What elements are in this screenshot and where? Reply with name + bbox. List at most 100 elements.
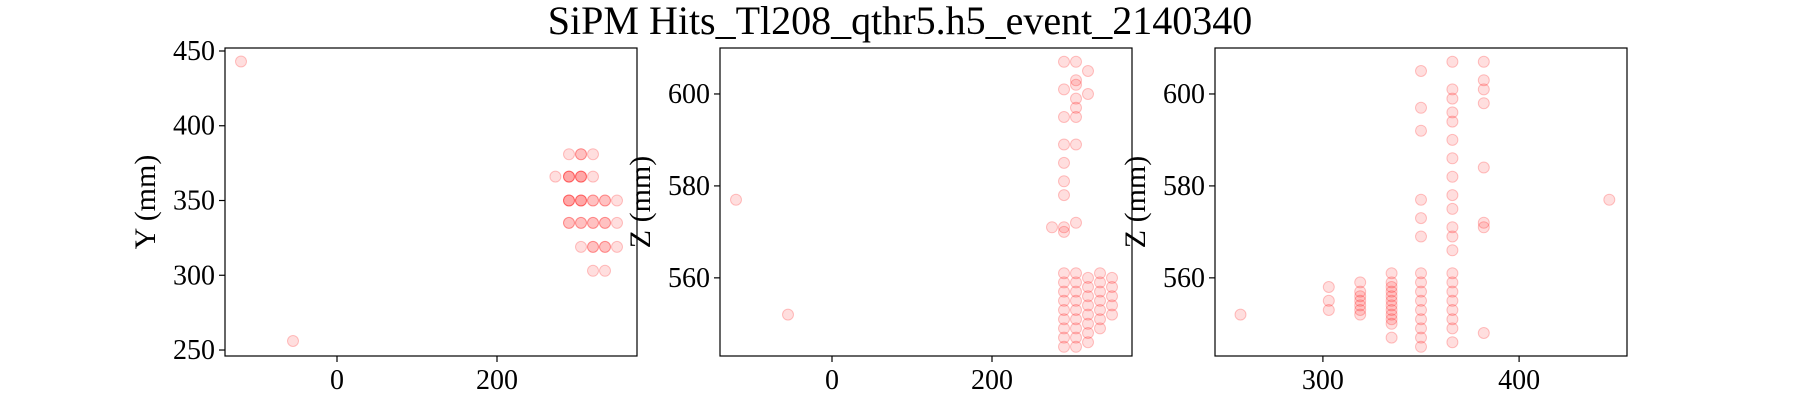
data-point	[1106, 281, 1118, 293]
data-point	[1082, 271, 1094, 284]
data-point	[1415, 313, 1427, 326]
data-point	[1058, 111, 1070, 123]
data-point	[1477, 83, 1490, 96]
data-point	[1082, 299, 1094, 312]
data-point	[1415, 294, 1427, 307]
data-point	[1446, 106, 1459, 119]
data-point	[599, 216, 611, 229]
data-point	[575, 194, 587, 207]
data-point	[1070, 304, 1082, 316]
data-point	[1070, 285, 1082, 298]
data-point	[1058, 221, 1070, 234]
data-point	[1385, 331, 1398, 344]
data-point	[1082, 88, 1094, 100]
data-point	[575, 170, 587, 183]
y-tick-label: 560	[668, 263, 710, 294]
data-point	[1094, 322, 1106, 335]
data-point	[1446, 133, 1459, 146]
scatter-points	[730, 55, 1118, 353]
data-point	[1354, 299, 1367, 312]
data-point	[1446, 285, 1459, 298]
data-point	[1415, 276, 1427, 289]
data-point	[1106, 290, 1118, 303]
data-point	[287, 335, 299, 347]
data-point	[730, 193, 742, 206]
data-point	[1070, 78, 1082, 91]
x-tick-label: 300	[1302, 365, 1344, 396]
data-point	[1082, 327, 1094, 339]
data-point	[587, 216, 599, 229]
y-tick-label: 560	[1163, 263, 1205, 294]
data-point	[1385, 313, 1398, 326]
data-point	[1058, 55, 1070, 68]
data-point	[1058, 276, 1070, 289]
data-point	[1385, 281, 1398, 293]
data-point	[1415, 124, 1427, 137]
panels: 0 200 250 300 350 400 450 Y (mm) 0 200 560 580 600 Z …	[129, 36, 1628, 396]
data-point	[1354, 294, 1367, 307]
data-point	[1094, 267, 1106, 280]
data-point	[1058, 304, 1070, 316]
data-point	[1415, 304, 1427, 316]
plot-frame	[719, 47, 1133, 357]
figure-title: SiPM Hits_Tl208_qthr5.h5_event_2140340	[548, 0, 1252, 43]
data-point	[1385, 290, 1398, 303]
x-tick-label: 200	[476, 365, 518, 396]
data-point	[611, 194, 623, 207]
data-point	[1477, 216, 1490, 229]
data-point	[575, 170, 587, 183]
data-point	[1385, 299, 1398, 312]
data-point	[1385, 294, 1398, 307]
data-point	[1058, 83, 1070, 96]
data-point	[1082, 308, 1094, 321]
data-point	[599, 264, 611, 277]
data-point	[1477, 74, 1490, 87]
data-point	[1415, 285, 1427, 298]
data-point	[1446, 267, 1459, 280]
data-point	[1094, 285, 1106, 298]
y-axis-label: Y (mm)	[129, 155, 162, 250]
data-point	[1234, 308, 1247, 321]
data-point	[1446, 244, 1459, 257]
data-point	[1446, 83, 1459, 96]
panel-3: 300 400 560 580 600 Z (mm)	[1119, 47, 1628, 396]
data-point	[1070, 111, 1082, 123]
data-point	[1058, 340, 1070, 353]
data-point	[1354, 308, 1367, 321]
data-point	[587, 264, 599, 277]
y-tick-label: 580	[1163, 171, 1205, 202]
data-point	[1070, 313, 1082, 326]
data-point	[1070, 340, 1082, 353]
data-point	[1415, 331, 1427, 344]
data-point	[1415, 101, 1427, 114]
data-point	[1446, 221, 1459, 234]
data-point	[1094, 294, 1106, 307]
data-point	[1477, 97, 1490, 110]
data-point	[575, 194, 587, 207]
data-point	[1603, 193, 1616, 206]
data-point	[1446, 276, 1459, 289]
data-point	[563, 194, 575, 207]
data-point	[563, 170, 575, 183]
data-point	[1058, 189, 1070, 202]
data-point	[1106, 308, 1118, 321]
data-point	[1058, 175, 1070, 188]
data-point	[575, 148, 587, 161]
data-point	[1415, 212, 1427, 225]
data-point	[599, 240, 611, 253]
data-point	[1094, 313, 1106, 326]
data-point	[1446, 202, 1459, 215]
data-point	[1446, 313, 1459, 326]
data-point	[1415, 322, 1427, 335]
data-point	[1477, 327, 1490, 339]
scatter-points	[1234, 55, 1616, 353]
data-point	[1477, 221, 1490, 234]
data-point	[1354, 304, 1367, 316]
y-tick-label: 580	[668, 171, 710, 202]
data-point	[575, 216, 587, 229]
data-point	[1046, 221, 1058, 234]
data-point	[1322, 294, 1335, 307]
data-point	[1106, 271, 1118, 284]
data-point	[1082, 281, 1094, 293]
